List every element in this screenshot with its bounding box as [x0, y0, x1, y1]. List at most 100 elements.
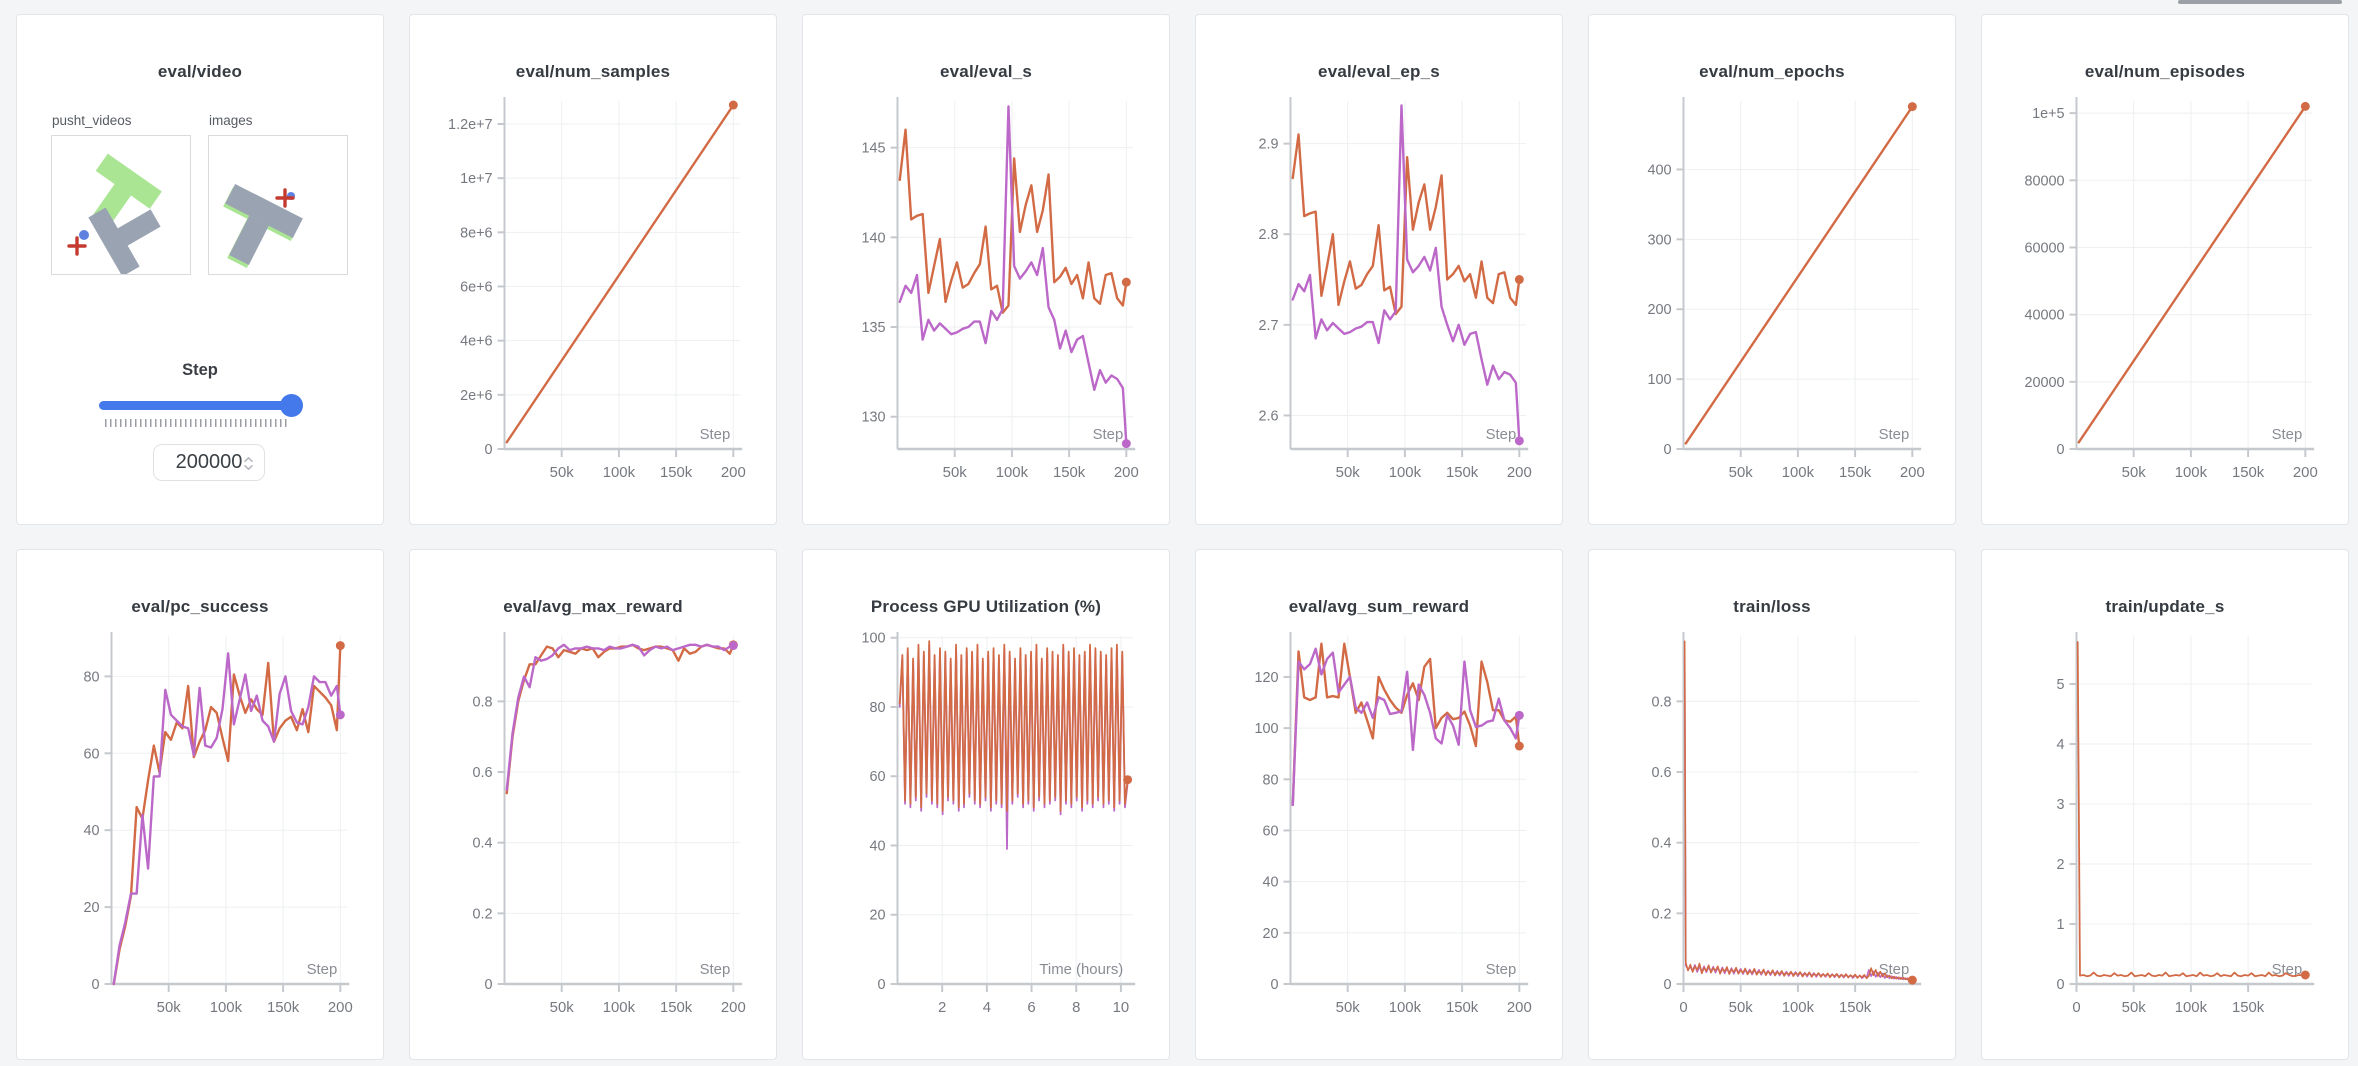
series-line-run-orange[interactable]: [1291, 642, 1521, 807]
y-tick-label: 200: [1647, 302, 1671, 318]
panel-title: train/update_s: [2105, 597, 2225, 616]
series-line-run-purple[interactable]: [1291, 647, 1521, 807]
goal-cross-icon: [67, 236, 87, 256]
pusht-video-thumbnail[interactable]: [51, 135, 191, 275]
series-end-dot-run-orange: [1907, 975, 1917, 985]
x-tick-label: 100k: [210, 999, 243, 1016]
series-line-run-orange[interactable]: [1683, 640, 1914, 981]
agent-dot: [79, 230, 89, 240]
series-line-run-orange[interactable]: [505, 103, 735, 444]
series-line-run-orange[interactable]: [898, 640, 1129, 812]
y-tick-label: 100: [1647, 372, 1671, 388]
series-end-dot-run-orange: [1121, 277, 1131, 287]
panel-train-update-s: train/update_s 0 50k 100k 150k 0 1 2 3 4 5 Step: [1981, 549, 2349, 1060]
image-thumbnail[interactable]: [208, 135, 348, 275]
slider-track[interactable]: [99, 401, 301, 410]
media-figure: pusht_videos: [51, 113, 191, 275]
x-tick-label: 100k: [2175, 464, 2208, 481]
y-tick-label: 20: [84, 900, 100, 916]
y-tick-label: 0.8: [473, 694, 493, 710]
x-axis-label: Step: [1879, 426, 1910, 443]
series-line-run-purple[interactable]: [112, 652, 342, 986]
series-line-run-orange[interactable]: [1684, 105, 1914, 445]
x-axis-label: Step: [2272, 961, 2303, 978]
step-slider[interactable]: [99, 394, 303, 427]
y-tick-label: 2: [2057, 857, 2065, 873]
panel-title: Process GPU Utilization (%): [870, 597, 1102, 616]
line-chart[interactable]: 0 50k 100k 150k 0 0.2 0.4 0.6 0.8 Step: [1589, 628, 1955, 1028]
x-axis-label: Step: [700, 426, 731, 443]
y-tick-label: 0: [485, 442, 493, 458]
y-tick-label: 0: [2057, 442, 2065, 458]
line-chart[interactable]: 50k 100k 150k 200 0 0.2 0.4 0.6 0.8 Step: [410, 628, 776, 1028]
y-tick-label: 100: [861, 631, 885, 647]
x-axis-label: Step: [700, 961, 731, 978]
x-tick-label: 150k: [267, 999, 300, 1016]
series-line-run-purple[interactable]: [1683, 654, 1914, 981]
y-tick-label: 1.2e+7: [448, 117, 492, 133]
y-tick-label: 100: [1254, 721, 1278, 737]
line-chart[interactable]: 50k 100k 150k 200 2.6 2.7 2.8 2.9 Step: [1196, 93, 1562, 493]
y-tick-label: 60: [84, 746, 100, 762]
x-axis-label: Step: [1486, 426, 1517, 443]
x-tick-label: 50k: [1336, 999, 1361, 1016]
y-tick-label: 5: [2057, 677, 2065, 693]
y-tick-label: 2.9: [1259, 137, 1279, 153]
y-tick-label: 140: [861, 230, 885, 246]
y-tick-label: 80000: [2024, 173, 2064, 189]
panel-eval-video: eval/video pusht_videos: [16, 14, 384, 525]
line-chart[interactable]: 50k 100k 150k 200 130 135 140 145 Step: [803, 93, 1169, 493]
horizontal-scrollbar-thumb[interactable]: [2178, 0, 2342, 4]
series-line-run-orange[interactable]: [1291, 133, 1521, 316]
x-tick-label: 4: [983, 999, 991, 1016]
series-line-run-orange[interactable]: [2076, 641, 2307, 978]
step-value-input[interactable]: [174, 451, 244, 474]
panel-title: train/loss: [1733, 597, 1811, 616]
series-line-run-orange[interactable]: [898, 128, 1128, 314]
y-tick-label: 0: [485, 977, 493, 993]
y-tick-label: 40: [84, 823, 100, 839]
y-tick-label: 1: [2057, 917, 2065, 933]
y-tick-label: 0: [1664, 977, 1672, 993]
y-tick-label: 40: [870, 838, 886, 854]
series-line-run-purple[interactable]: [505, 643, 735, 791]
x-tick-label: 6: [1027, 999, 1035, 1016]
y-tick-label: 145: [861, 141, 885, 157]
y-tick-label: 20: [870, 908, 886, 924]
x-tick-label: 50k: [943, 464, 968, 481]
x-tick-label: 150k: [660, 464, 693, 481]
y-tick-label: 120: [1254, 670, 1278, 686]
x-tick-label: 50k: [1729, 464, 1754, 481]
stepper-icons[interactable]: [243, 455, 254, 472]
y-tick-label: 60: [1263, 823, 1279, 839]
y-tick-label: 400: [1647, 162, 1671, 178]
series-line-run-orange[interactable]: [2077, 105, 2307, 444]
x-tick-label: 50k: [1729, 999, 1754, 1016]
line-chart[interactable]: 50k 100k 150k 200 0 20 40 60 80 100 120 Step: [1196, 628, 1562, 1028]
series-line-run-purple[interactable]: [898, 105, 1128, 445]
line-chart[interactable]: 50k 100k 150k 200 0 100 200 300 400 Step: [1589, 93, 1955, 493]
y-tick-label: 4e+6: [460, 334, 492, 350]
series-line-run-orange[interactable]: [505, 643, 735, 795]
line-chart[interactable]: 0 50k 100k 150k 0 1 2 3 4 5 Step: [1982, 628, 2348, 1028]
media-caption: pusht_videos: [52, 113, 132, 128]
y-tick-label: 2.8: [1259, 227, 1279, 243]
y-tick-label: 300: [1647, 232, 1671, 248]
line-chart[interactable]: 50k 100k 150k 200 0 20000 40000 60000 80000 1e+5 S…: [1982, 93, 2348, 493]
slider-handle[interactable]: [280, 394, 303, 417]
series-line-run-purple[interactable]: [1291, 104, 1521, 442]
series-end-dot-run-purple: [1514, 436, 1524, 446]
step-value-box: [153, 444, 265, 481]
y-tick-label: 8e+6: [460, 225, 492, 241]
series-line-run-orange[interactable]: [112, 644, 342, 986]
panel-title: eval/video: [157, 62, 243, 81]
line-chart[interactable]: 50k 100k 150k 200 0 2e+6 4e+6 6e+6 8e+6 1e+7 1.2e+…: [410, 93, 776, 493]
x-tick-label: 100k: [1782, 999, 1815, 1016]
step-slider-label: Step: [182, 361, 218, 379]
panel-title: eval/avg_sum_reward: [1288, 597, 1470, 616]
pusht-scene: [67, 153, 162, 274]
line-chart[interactable]: 50k 100k 150k 200 0 20 40 60 80 Step: [17, 628, 383, 1028]
y-tick-label: 0.6: [473, 765, 493, 781]
